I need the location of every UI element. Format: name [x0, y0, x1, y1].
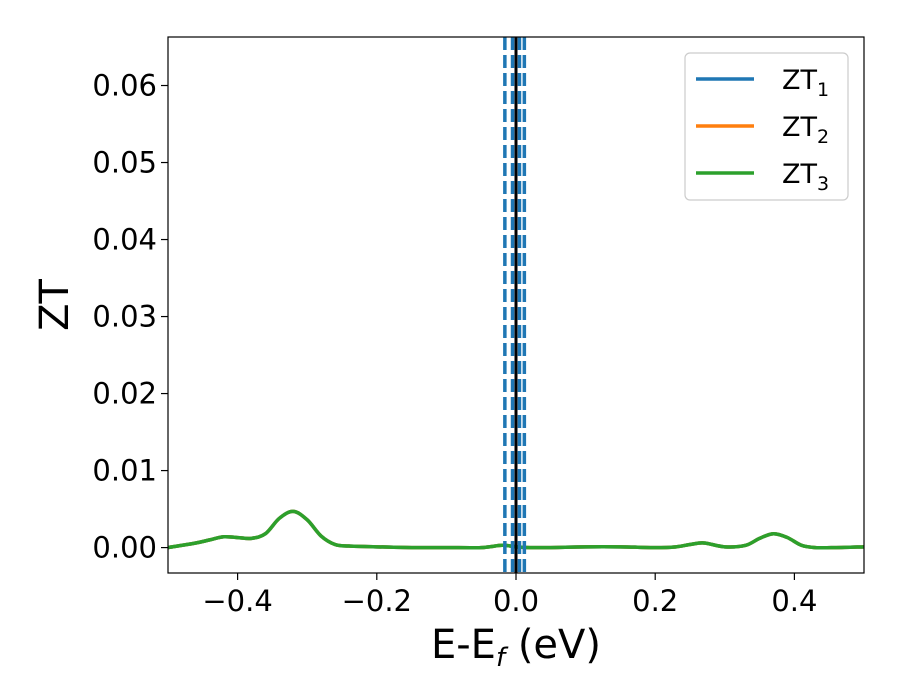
y-tick-label: 0.03: [92, 300, 157, 334]
x-tick-label: 0.2: [632, 584, 678, 618]
y-tick-label: 0.04: [92, 223, 157, 257]
x-axis-title-unit: (eV): [505, 622, 601, 668]
x-tick-label: 0.0: [493, 584, 539, 618]
y-axis-ticks: 0.00 0.01 0.02 0.03 0.04 0.05 0.06: [92, 69, 168, 565]
legend: ZT1 ZT2 ZT3: [684, 52, 849, 201]
x-axis-title-main: E-E: [431, 622, 496, 668]
y-axis-title: ZT: [32, 279, 78, 331]
x-tick-label: −0.4: [202, 584, 272, 618]
x-tick-label: 0.4: [771, 584, 817, 618]
x-axis-title: E-Ef (eV): [431, 622, 601, 673]
y-tick-label: 0.00: [92, 531, 157, 565]
y-tick-label: 0.02: [92, 377, 157, 411]
x-tick-label: −0.2: [342, 584, 412, 618]
y-tick-label: 0.01: [92, 454, 157, 488]
legend-box: [684, 52, 849, 201]
y-tick-label: 0.06: [92, 69, 157, 103]
legend-label-3: ZT3: [782, 159, 829, 195]
y-tick-label: 0.05: [92, 146, 157, 180]
series-line-3: [168, 509, 864, 550]
plot-content: [168, 37, 864, 573]
legend-label-1: ZT1: [782, 65, 829, 101]
legend-label-2: ZT2: [782, 112, 829, 148]
x-axis-ticks: −0.4 −0.2 0.0 0.2 0.4: [202, 573, 817, 618]
